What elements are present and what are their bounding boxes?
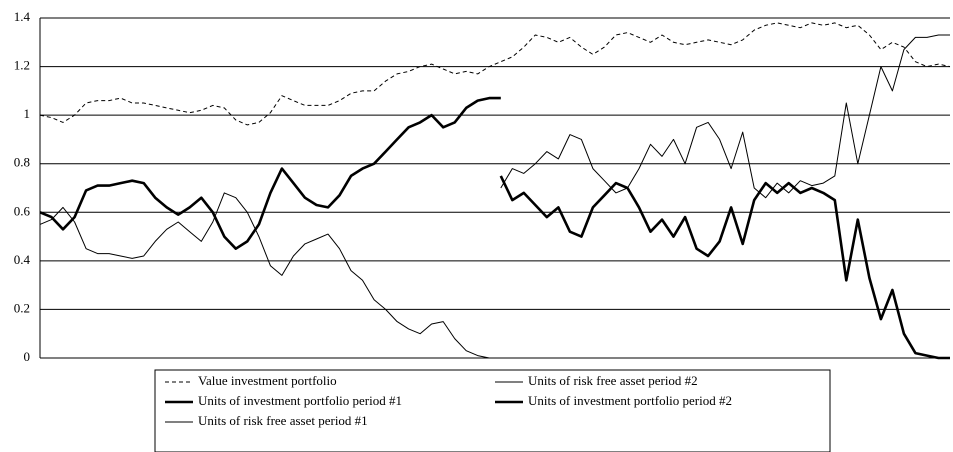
y-tick-label: 0: [24, 349, 31, 364]
y-tick-label: 1.4: [14, 9, 31, 24]
series-line: [500, 34, 950, 199]
y-tick-label: 0.8: [14, 155, 30, 170]
series-line: [499, 175, 950, 360]
legend-label: Units of investment portfolio period #1: [198, 393, 402, 408]
legend-label: Units of risk free asset period #2: [528, 373, 698, 388]
y-tick-label: 0.2: [14, 300, 30, 315]
legend-label: Units of risk free asset period #1: [198, 413, 368, 428]
series-line: [39, 22, 951, 126]
series-line: [39, 96, 501, 250]
legend-box: [154, 369, 831, 452]
y-tick-label: 0.4: [14, 252, 31, 267]
y-tick-label: 1: [24, 106, 31, 121]
series-line: [39, 192, 501, 359]
y-tick-label: 1.2: [14, 58, 30, 73]
legend-label: Units of investment portfolio period #2: [528, 393, 732, 408]
y-tick-label: 0.6: [14, 203, 31, 218]
legend-label: Value investment portfolio: [198, 373, 337, 388]
